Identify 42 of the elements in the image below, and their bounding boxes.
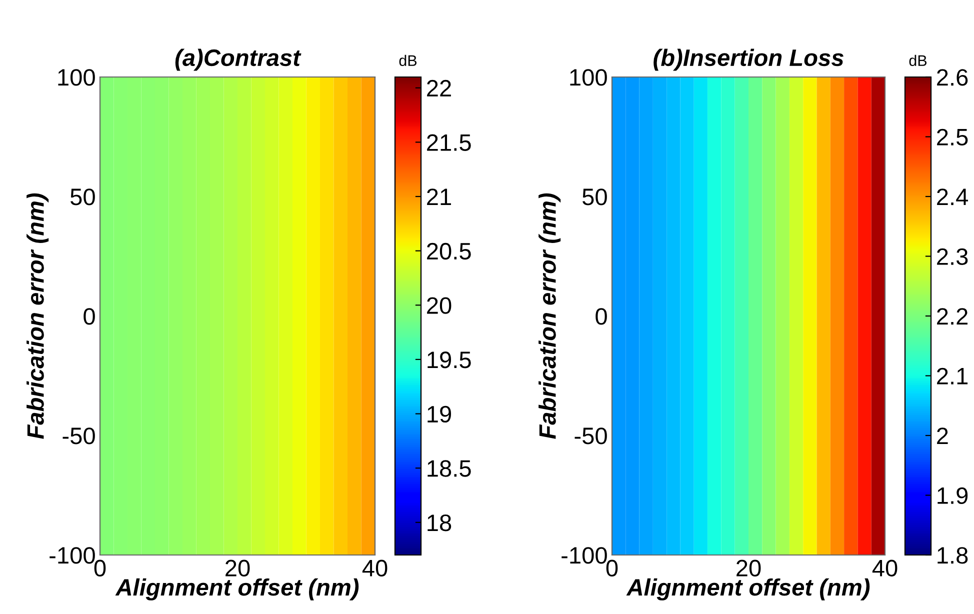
- color-bar-label: 2.2: [937, 308, 968, 325]
- y-tick-label: -100: [50, 547, 95, 564]
- y-axis-title: Fabrication error (nm): [26, 193, 49, 439]
- color-bar-label: 21: [427, 188, 451, 206]
- chart-title: (a)Contrast: [175, 48, 302, 71]
- x-tick-label: 0: [94, 560, 106, 577]
- y-tick-label: 50: [70, 188, 95, 206]
- chart-title: (b)Insertion Loss: [654, 48, 844, 71]
- color-bar-label: 2.6: [937, 69, 968, 86]
- y-tick-label: 100: [570, 69, 607, 86]
- y-tick-label: -50: [574, 428, 607, 444]
- x-tick-label: 0: [606, 560, 618, 577]
- y-tick-label: -100: [562, 547, 607, 564]
- color-bar-title: dB: [399, 54, 417, 66]
- color-bar-label: 18: [428, 514, 452, 532]
- y-tick-label: 50: [582, 188, 607, 206]
- color-bar-label: 1.8: [938, 547, 968, 564]
- color-bar-label: 2.4: [937, 188, 968, 206]
- y-axis-title: Fabrication error (nm): [538, 193, 561, 439]
- color-bar-label: 20: [427, 297, 452, 314]
- color-bar-label: 20.5: [427, 242, 471, 260]
- x-tick-label: 40: [362, 560, 388, 577]
- color-bar-label: 19: [428, 406, 452, 423]
- color-bar-label: 22: [427, 80, 451, 96]
- color-bar-label: 2.3: [937, 248, 968, 266]
- color-bar-label: 2.1: [937, 368, 968, 384]
- x-axis-title: Alignment offset (nm): [626, 578, 870, 600]
- y-tick-label: -50: [62, 428, 95, 444]
- color-bar-label: 2.5: [937, 128, 968, 146]
- color-bar-label: 19.5: [428, 352, 471, 368]
- color-bar-label: 2: [937, 428, 948, 444]
- color-bar-title: dB: [909, 54, 927, 66]
- x-tick-label: 40: [872, 560, 898, 577]
- y-tick-label: 0: [596, 308, 607, 325]
- x-axis-title: Alignment offset (nm): [115, 578, 359, 600]
- y-tick-label: 0: [84, 308, 95, 325]
- x-tick-label: 20: [226, 560, 250, 577]
- color-bar-label: 21.5: [427, 134, 471, 151]
- x-tick-label: 20: [736, 560, 761, 577]
- color-bar-label: 18.5: [428, 460, 471, 477]
- color-bar-label: 1.9: [938, 487, 968, 504]
- y-tick-label: 100: [58, 69, 95, 86]
